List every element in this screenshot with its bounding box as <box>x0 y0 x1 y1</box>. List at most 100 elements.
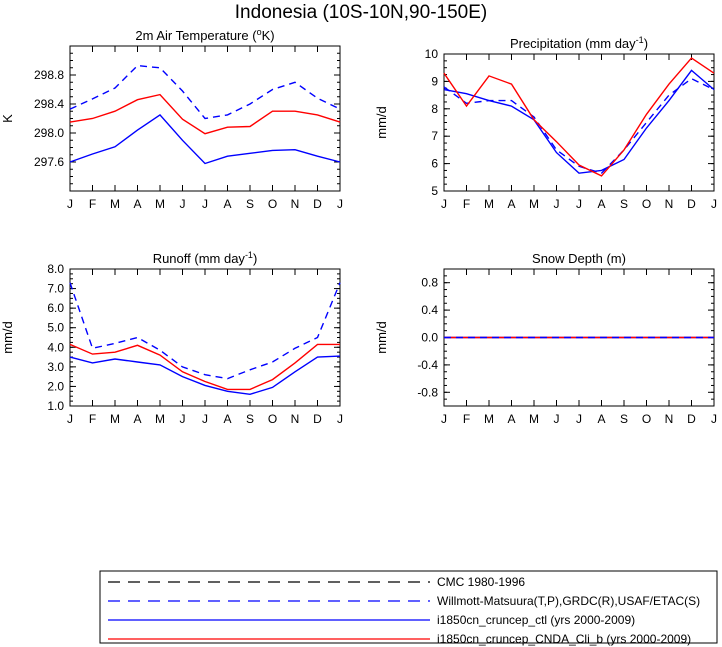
y-tick-label: 5.0 <box>47 321 64 335</box>
y-tick-label: 6 <box>431 157 438 171</box>
x-tick-label: A <box>597 197 605 211</box>
chart-panel-1: 2m Air Temperature (oK) K 298.8 298.4 298.0 2… <box>0 27 343 211</box>
panel-title-end: ) <box>644 36 648 51</box>
legend: CMC 1980-1996 Willmott-Matsuura(T,P),GRDC… <box>99 570 718 646</box>
series-line <box>69 343 340 391</box>
panel-title-superscript: -1 <box>636 35 644 45</box>
x-tick-label: N <box>291 412 300 426</box>
x-tick-label: J <box>576 412 582 426</box>
x-tick-label: M <box>484 197 494 211</box>
x-tick-label: J <box>337 197 343 211</box>
y-tick-label: 298.8 <box>34 68 64 82</box>
series-line <box>69 282 341 380</box>
x-tick-label: J <box>554 412 560 426</box>
panel-title: Precipitation (mm day-1) <box>510 35 648 51</box>
panel-title-superscript: -1 <box>245 250 253 260</box>
x-tick-label: D <box>313 197 322 211</box>
x-tick-label: F <box>463 412 470 426</box>
panel-title-end: ) <box>253 251 257 266</box>
x-tick-label: S <box>620 412 628 426</box>
y-tick-label: -0.4 <box>417 358 438 372</box>
x-tick-label: M <box>110 412 120 426</box>
panel-title-text: 2m Air Temperature ( <box>135 28 257 43</box>
x-tick-label: J <box>202 197 208 211</box>
x-tick-label: A <box>223 412 231 426</box>
y-tick-label: 9 <box>431 74 438 88</box>
y-tick-label: 298.4 <box>34 97 64 111</box>
x-tick-label: S <box>246 197 254 211</box>
series-line <box>69 64 341 120</box>
x-tick-label: N <box>665 197 674 211</box>
panel-title: 2m Air Temperature (oK) <box>135 27 274 43</box>
x-tick-label: J <box>441 197 447 211</box>
y-tick-label: 7.0 <box>47 282 64 296</box>
legend-label: Willmott-Matsuura(T,P),GRDC(R),USAF/ETAC… <box>437 594 700 608</box>
x-tick-label: J <box>441 412 447 426</box>
panel-title-text: Runoff (mm day <box>153 251 246 266</box>
x-tick-label: M <box>110 197 120 211</box>
x-tick-label: M <box>529 197 539 211</box>
x-tick-label: M <box>529 412 539 426</box>
y-tick-label: 3.0 <box>47 360 64 374</box>
x-tick-label: D <box>313 412 322 426</box>
series-line <box>443 57 715 177</box>
x-tick-label: A <box>133 412 141 426</box>
panel-title-end: K) <box>262 28 275 43</box>
x-tick-label: J <box>711 412 717 426</box>
legend-label: CMC 1980-1996 <box>437 575 525 589</box>
y-tick-label: 8.0 <box>47 262 64 276</box>
series-line <box>69 93 341 135</box>
x-tick-label: N <box>291 197 300 211</box>
y-tick-label: 4.0 <box>47 340 64 354</box>
x-tick-label: O <box>268 412 277 426</box>
x-tick-label: J <box>67 412 73 426</box>
x-tick-label: J <box>554 197 560 211</box>
x-tick-label: M <box>155 197 165 211</box>
x-tick-label: J <box>337 412 343 426</box>
y-tick-label: 10 <box>425 47 439 61</box>
y-tick-label: 5 <box>431 184 438 198</box>
x-tick-label: S <box>620 197 628 211</box>
series-line <box>69 113 341 165</box>
x-tick-label: A <box>597 412 605 426</box>
x-tick-label: J <box>576 197 582 211</box>
x-tick-label: M <box>484 412 494 426</box>
y-tick-label: 1.0 <box>47 399 64 413</box>
x-tick-label: J <box>67 197 73 211</box>
y-tick-label: 298.0 <box>34 126 64 140</box>
x-tick-label: O <box>268 197 277 211</box>
y-tick-label: 6.0 <box>47 301 64 315</box>
legend-label: i1850cn_cruncep_ctl (yrs 2000-2009) <box>437 613 635 627</box>
panel-title-superscript: o <box>257 27 262 37</box>
x-tick-label: S <box>246 412 254 426</box>
y-tick-label: 297.6 <box>34 155 64 169</box>
main-title: Indonesia (10S-10N,90-150E) <box>235 2 487 23</box>
x-tick-label: F <box>89 197 96 211</box>
series-line <box>69 355 341 396</box>
x-tick-label: F <box>89 412 96 426</box>
x-tick-label: J <box>202 412 208 426</box>
x-tick-label: A <box>223 197 231 211</box>
x-tick-label: A <box>507 197 515 211</box>
y-tick-label: 2.0 <box>47 379 64 393</box>
series-line <box>443 77 715 174</box>
panels: 2m Air Temperature (oK) K 298.8 298.4 298.0 2… <box>0 27 717 426</box>
y-axis-label: K <box>0 114 15 123</box>
panel-title-text: Precipitation (mm day <box>510 36 636 51</box>
legend-box <box>99 570 718 644</box>
y-tick-label: 0.4 <box>421 303 438 317</box>
x-tick-label: A <box>507 412 515 426</box>
x-tick-label: D <box>687 197 696 211</box>
x-tick-label: O <box>642 197 651 211</box>
y-tick-label: -0.8 <box>417 385 438 399</box>
chart-panel-4: Snow Depth (m)mm/d0.80.40.0-0.4-0.8J F M A M… <box>374 251 717 426</box>
panel-title: Runoff (mm day-1) <box>153 250 258 266</box>
x-tick-label: J <box>180 412 186 426</box>
plot-frame <box>443 53 715 192</box>
y-tick-label: 0.0 <box>421 331 438 345</box>
y-axis-label: mm/d <box>374 321 389 354</box>
y-axis-label: mm/d <box>374 106 389 139</box>
x-tick-label: J <box>711 197 717 211</box>
